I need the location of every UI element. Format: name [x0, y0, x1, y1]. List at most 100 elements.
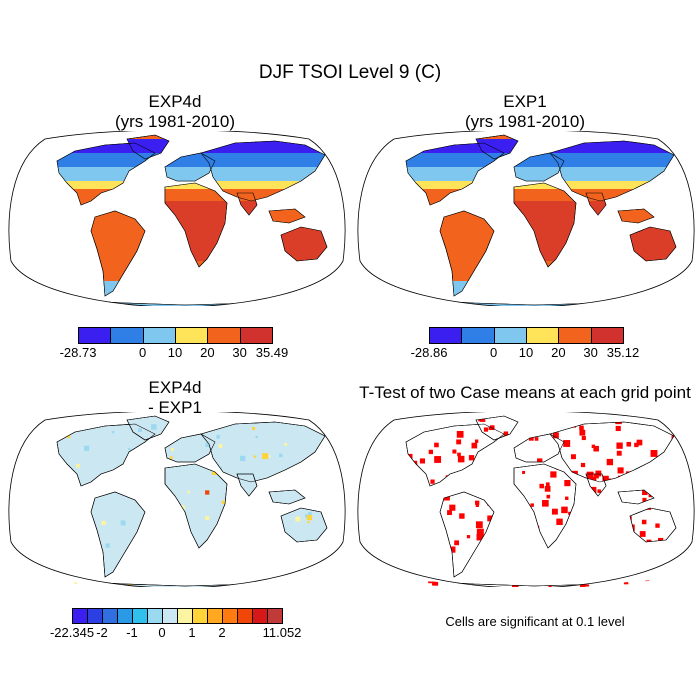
- significant-cell: [355, 528, 358, 531]
- difference-cell: [39, 508, 44, 513]
- difference-cell: [329, 429, 335, 435]
- difference-cell: [119, 561, 124, 566]
- significant-cell: [371, 580, 376, 585]
- significant-cell: [421, 427, 425, 431]
- significant-cell: [633, 557, 636, 560]
- significant-cell: [617, 559, 623, 565]
- significant-cell: [390, 520, 395, 525]
- difference-cell: [232, 515, 235, 518]
- difference-cell: [52, 436, 54, 438]
- significant-cell: [683, 489, 687, 493]
- significant-cell: [398, 426, 401, 429]
- significant-cell: [610, 560, 613, 563]
- significant-cell: [544, 485, 551, 492]
- significant-cell: [397, 517, 404, 524]
- difference-cell: [52, 435, 55, 438]
- significant-cell: [663, 566, 667, 570]
- difference-cell: [346, 472, 349, 476]
- significant-cell: [591, 516, 595, 520]
- difference-cell: [44, 434, 47, 437]
- significant-cell: [476, 577, 480, 581]
- difference-cell: [40, 575, 43, 578]
- significant-cell: [405, 491, 411, 497]
- difference-cell: [62, 509, 67, 514]
- difference-cell: [74, 582, 78, 586]
- significant-cell: [681, 551, 688, 558]
- difference-cell: [65, 475, 70, 480]
- significant-cell: [598, 504, 602, 508]
- significant-cell: [599, 570, 605, 576]
- significant-cell: [584, 541, 590, 547]
- difference-cell: [30, 413, 36, 419]
- temperature-band: [57, 143, 155, 153]
- significant-cell: [687, 433, 691, 437]
- difference-cell: [301, 486, 306, 491]
- difference-cell: [148, 477, 154, 483]
- significant-cell: [618, 505, 623, 510]
- significant-cell: [627, 414, 633, 420]
- significant-cell: [358, 573, 364, 579]
- significant-cell: [465, 572, 472, 577]
- difference-cell: [166, 566, 172, 572]
- difference-cell: [304, 482, 308, 486]
- difference-cell: [47, 541, 50, 544]
- colorbar-label: 30: [232, 345, 247, 360]
- difference-cell: [10, 491, 14, 495]
- significant-cell: [470, 563, 476, 569]
- difference-cell: [125, 554, 130, 559]
- difference-cell: [39, 483, 45, 489]
- significant-cell: [616, 442, 623, 449]
- significant-cell: [519, 542, 522, 545]
- significant-cell: [556, 458, 560, 462]
- difference-cell: [315, 453, 318, 456]
- significant-cell: [556, 426, 561, 431]
- difference-cell: [324, 478, 327, 481]
- significant-cell: [505, 479, 509, 483]
- colorbar-label: -22.345: [49, 625, 95, 640]
- difference-cell: [108, 586, 111, 587]
- difference-cell: [151, 525, 154, 528]
- significant-cell: [527, 536, 533, 542]
- significant-cell: [433, 487, 437, 491]
- significant-cell: [377, 415, 382, 420]
- significant-cell: [392, 515, 397, 520]
- difference-cell: [342, 474, 347, 479]
- difference-cell: [69, 549, 73, 553]
- difference-cell: [115, 572, 120, 577]
- significant-cell: [385, 542, 389, 546]
- significant-cell: [423, 551, 427, 555]
- significant-cell: [355, 510, 360, 515]
- difference-cell: [66, 535, 72, 541]
- significant-cell: [375, 504, 379, 508]
- significant-cell: [626, 538, 630, 542]
- significant-cell: [635, 546, 641, 552]
- significant-cell: [423, 511, 427, 515]
- significant-cell: [650, 563, 653, 566]
- significant-cell: [380, 552, 384, 556]
- significant-cell: [512, 492, 519, 499]
- significant-cell: [662, 491, 668, 497]
- significant-cell: [401, 583, 405, 587]
- significant-cell: [418, 527, 423, 532]
- significant-cell: [411, 425, 417, 431]
- significant-cell: [509, 490, 516, 497]
- difference-cell: [224, 525, 230, 531]
- significant-cell: [529, 576, 535, 582]
- significant-cell: [528, 434, 531, 437]
- significant-cell: [513, 491, 519, 497]
- significant-cell: [378, 514, 384, 520]
- difference-cell: [277, 543, 280, 546]
- coastline-asia: [549, 140, 675, 202]
- significant-cell: [551, 460, 556, 465]
- significant-cell: [502, 548, 509, 555]
- difference-cell: [56, 486, 60, 490]
- difference-cell: [120, 520, 126, 526]
- significant-cell: [667, 450, 673, 456]
- significant-cell: [540, 429, 545, 434]
- significant-cell: [680, 459, 684, 463]
- significant-cell: [430, 521, 434, 525]
- difference-cell: [270, 569, 274, 573]
- significant-cell: [583, 498, 587, 502]
- significant-cell: [580, 562, 583, 565]
- significant-cell: [381, 468, 386, 473]
